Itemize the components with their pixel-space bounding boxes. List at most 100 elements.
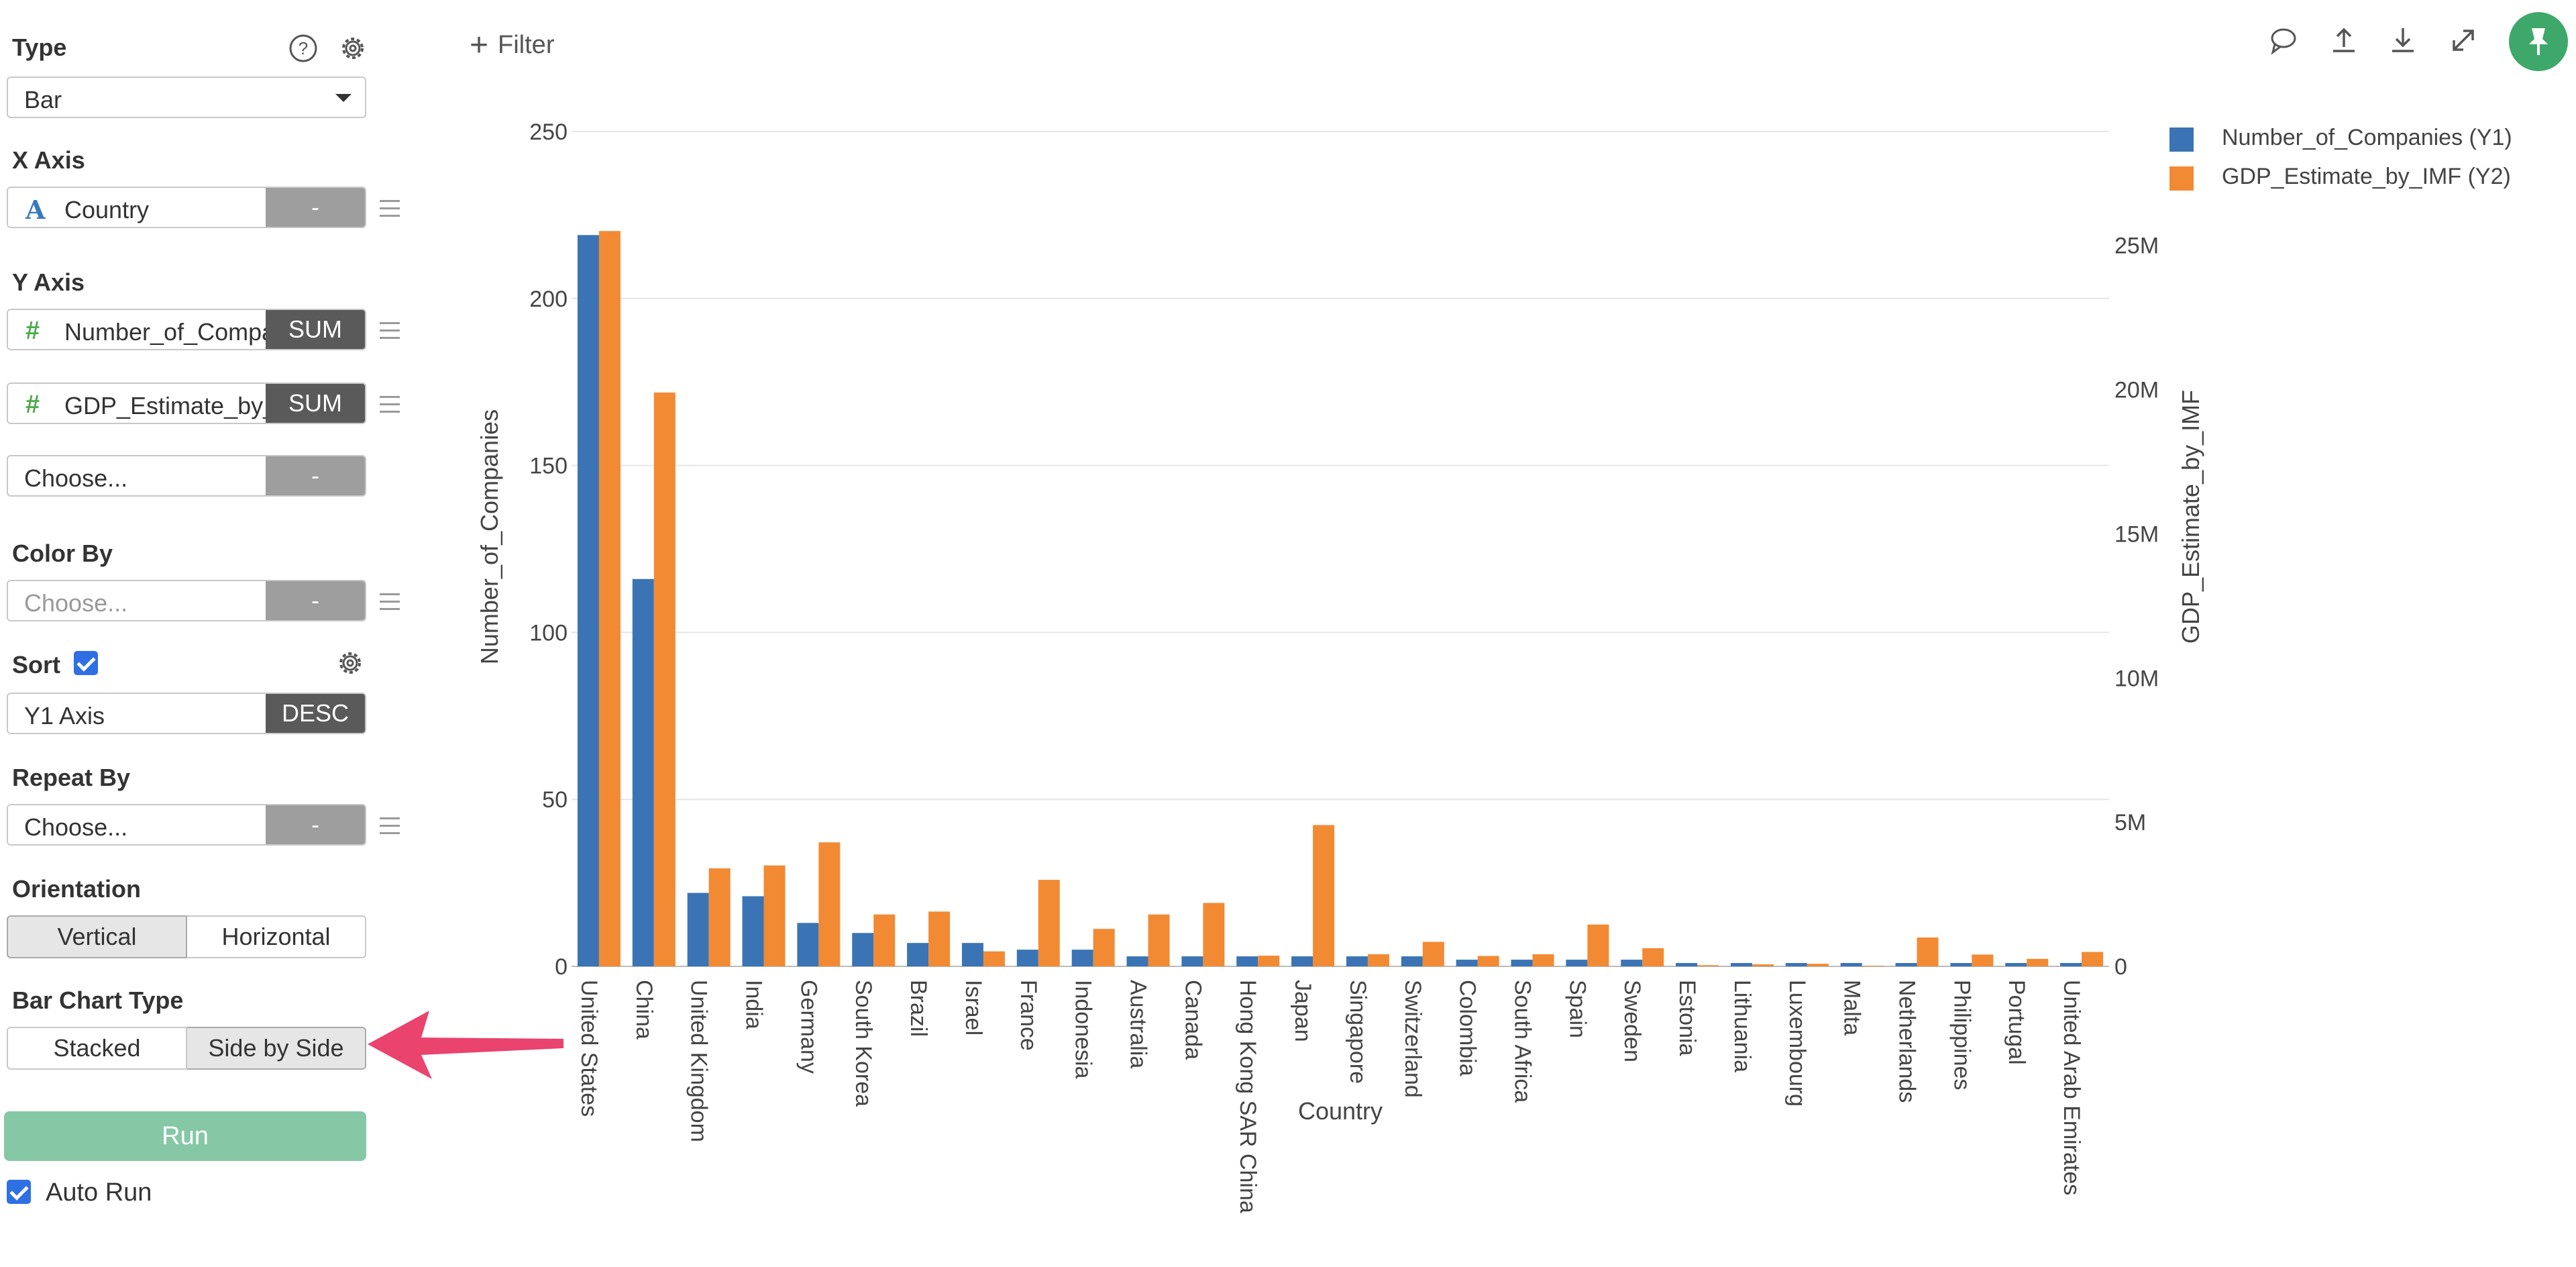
- bar-y2[interactable]: [708, 868, 731, 966]
- bar-y2[interactable]: [1203, 903, 1225, 966]
- bar-y1[interactable]: [1621, 960, 1643, 966]
- y2-axis-title: GDP_Estimate_by_IMF: [2177, 390, 2204, 644]
- bar-y2[interactable]: [1917, 937, 1939, 966]
- type-select[interactable]: Bar: [7, 77, 366, 118]
- x-tick-label: Malta: [1839, 980, 1865, 1035]
- y1-aggregation[interactable]: SUM: [266, 310, 365, 349]
- drag-handle-icon[interactable]: [380, 200, 400, 222]
- bar-y1[interactable]: [1401, 956, 1423, 966]
- comment-icon[interactable]: [2267, 24, 2300, 56]
- bar-y2[interactable]: [2082, 952, 2104, 966]
- drag-handle-icon[interactable]: [380, 817, 400, 840]
- repeat-by-field[interactable]: Choose... -: [7, 804, 366, 846]
- bar-y1[interactable]: [1950, 963, 1972, 966]
- bar-y1[interactable]: [1126, 956, 1148, 966]
- bar-side-by-side-button[interactable]: Side by Side: [187, 1027, 366, 1070]
- sort-field[interactable]: Y1 Axis DESC: [7, 693, 366, 734]
- bar-y2[interactable]: [763, 865, 786, 966]
- add-filter-button[interactable]: + Filter: [470, 24, 554, 63]
- bar-y2[interactable]: [1148, 914, 1170, 966]
- repeat-by-aggregation[interactable]: -: [266, 805, 365, 844]
- auto-run-checkbox[interactable]: [7, 1180, 31, 1204]
- pin-button[interactable]: [2509, 12, 2568, 71]
- bar-y2[interactable]: [983, 951, 1005, 966]
- sort-order-toggle[interactable]: DESC: [266, 694, 365, 733]
- bar-y1[interactable]: [1456, 960, 1478, 966]
- bar-y1[interactable]: [632, 578, 654, 966]
- bar-y1[interactable]: [797, 923, 819, 966]
- bar-y1[interactable]: [907, 943, 929, 966]
- bar-y1[interactable]: [1730, 963, 1752, 966]
- bar-y1[interactable]: [742, 896, 764, 966]
- bar-y1[interactable]: [1895, 963, 1917, 966]
- bar-y1[interactable]: [852, 933, 874, 966]
- drag-handle-icon[interactable]: [380, 593, 400, 615]
- bar-y2[interactable]: [1422, 942, 1444, 966]
- bar-y2[interactable]: [2027, 958, 2049, 966]
- chevron-down-icon: [335, 94, 352, 102]
- orientation-vertical-button[interactable]: Vertical: [7, 915, 187, 958]
- bar-y2[interactable]: [1038, 880, 1060, 966]
- y3-aggregation[interactable]: -: [266, 456, 365, 495]
- download-icon[interactable]: [2387, 24, 2419, 56]
- y-axis-label: Y Axis: [12, 268, 85, 296]
- gear-icon[interactable]: [338, 34, 368, 63]
- run-button[interactable]: Run: [4, 1111, 366, 1161]
- help-icon[interactable]: ?: [288, 34, 318, 63]
- bar-y2[interactable]: [1477, 956, 1499, 966]
- bar-y1[interactable]: [1785, 963, 1807, 966]
- upload-icon[interactable]: [2328, 24, 2360, 56]
- bar-y1[interactable]: [1566, 960, 1588, 966]
- bar-y1[interactable]: [687, 893, 709, 966]
- bar-y1[interactable]: [2060, 963, 2082, 966]
- bar-y1[interactable]: [1346, 956, 1368, 966]
- repeat-by-label: Repeat By: [12, 764, 131, 791]
- color-by-aggregation[interactable]: -: [266, 581, 365, 620]
- bar-y2[interactable]: [818, 842, 841, 966]
- y1-field[interactable]: # Number_of_Compa SUM: [7, 309, 366, 350]
- bar-y1[interactable]: [2005, 963, 2027, 966]
- orientation-horizontal-button[interactable]: Horizontal: [187, 915, 366, 958]
- bar-y1[interactable]: [1071, 950, 1093, 966]
- auto-run-label: Auto Run: [46, 1178, 152, 1207]
- bar-y1[interactable]: [1511, 960, 1533, 966]
- bar-y2[interactable]: [1093, 929, 1115, 966]
- bar-y1[interactable]: [1236, 956, 1258, 966]
- bar-y2[interactable]: [1532, 954, 1554, 966]
- bar-y2[interactable]: [653, 392, 676, 966]
- gear-icon[interactable]: [335, 648, 365, 678]
- bar-y1[interactable]: [1676, 963, 1698, 966]
- bar-y2[interactable]: [1972, 954, 1994, 966]
- color-by-label: Color By: [12, 540, 113, 567]
- bar-y2[interactable]: [1807, 964, 1829, 966]
- bar-y2[interactable]: [1642, 948, 1664, 966]
- bar-y1[interactable]: [1291, 956, 1313, 966]
- drag-handle-icon[interactable]: [380, 322, 400, 344]
- bar-y2[interactable]: [928, 911, 951, 966]
- sort-checkbox[interactable]: [74, 651, 98, 675]
- bar-y1[interactable]: [577, 235, 599, 967]
- y3-field[interactable]: Choose... -: [7, 455, 366, 497]
- bar-y2[interactable]: [1313, 825, 1335, 966]
- bar-y1[interactable]: [1181, 956, 1203, 966]
- bar-y2[interactable]: [873, 914, 896, 966]
- y2-aggregation[interactable]: SUM: [266, 384, 365, 423]
- x-axis-field[interactable]: A Country -: [7, 187, 366, 228]
- bar-y2[interactable]: [1587, 924, 1609, 966]
- y2-field[interactable]: # GDP_Estimate_by_ SUM: [7, 383, 366, 424]
- y2-field-name: GDP_Estimate_by_: [64, 392, 266, 419]
- expand-icon[interactable]: [2447, 24, 2479, 56]
- x-axis-aggregation[interactable]: -: [266, 188, 365, 227]
- bar-y1[interactable]: [961, 943, 983, 966]
- bar-y2[interactable]: [1752, 964, 1774, 966]
- bar-stacked-button[interactable]: Stacked: [7, 1027, 187, 1070]
- bar-y2[interactable]: [598, 231, 621, 966]
- color-by-field[interactable]: Choose... -: [7, 580, 366, 621]
- bar-y2[interactable]: [1697, 965, 1719, 966]
- bar-y1[interactable]: [1016, 950, 1038, 966]
- bar-y2[interactable]: [1367, 954, 1389, 966]
- drag-handle-icon[interactable]: [380, 396, 400, 418]
- bar-y2[interactable]: [1258, 956, 1280, 966]
- bar-y1[interactable]: [1840, 963, 1862, 966]
